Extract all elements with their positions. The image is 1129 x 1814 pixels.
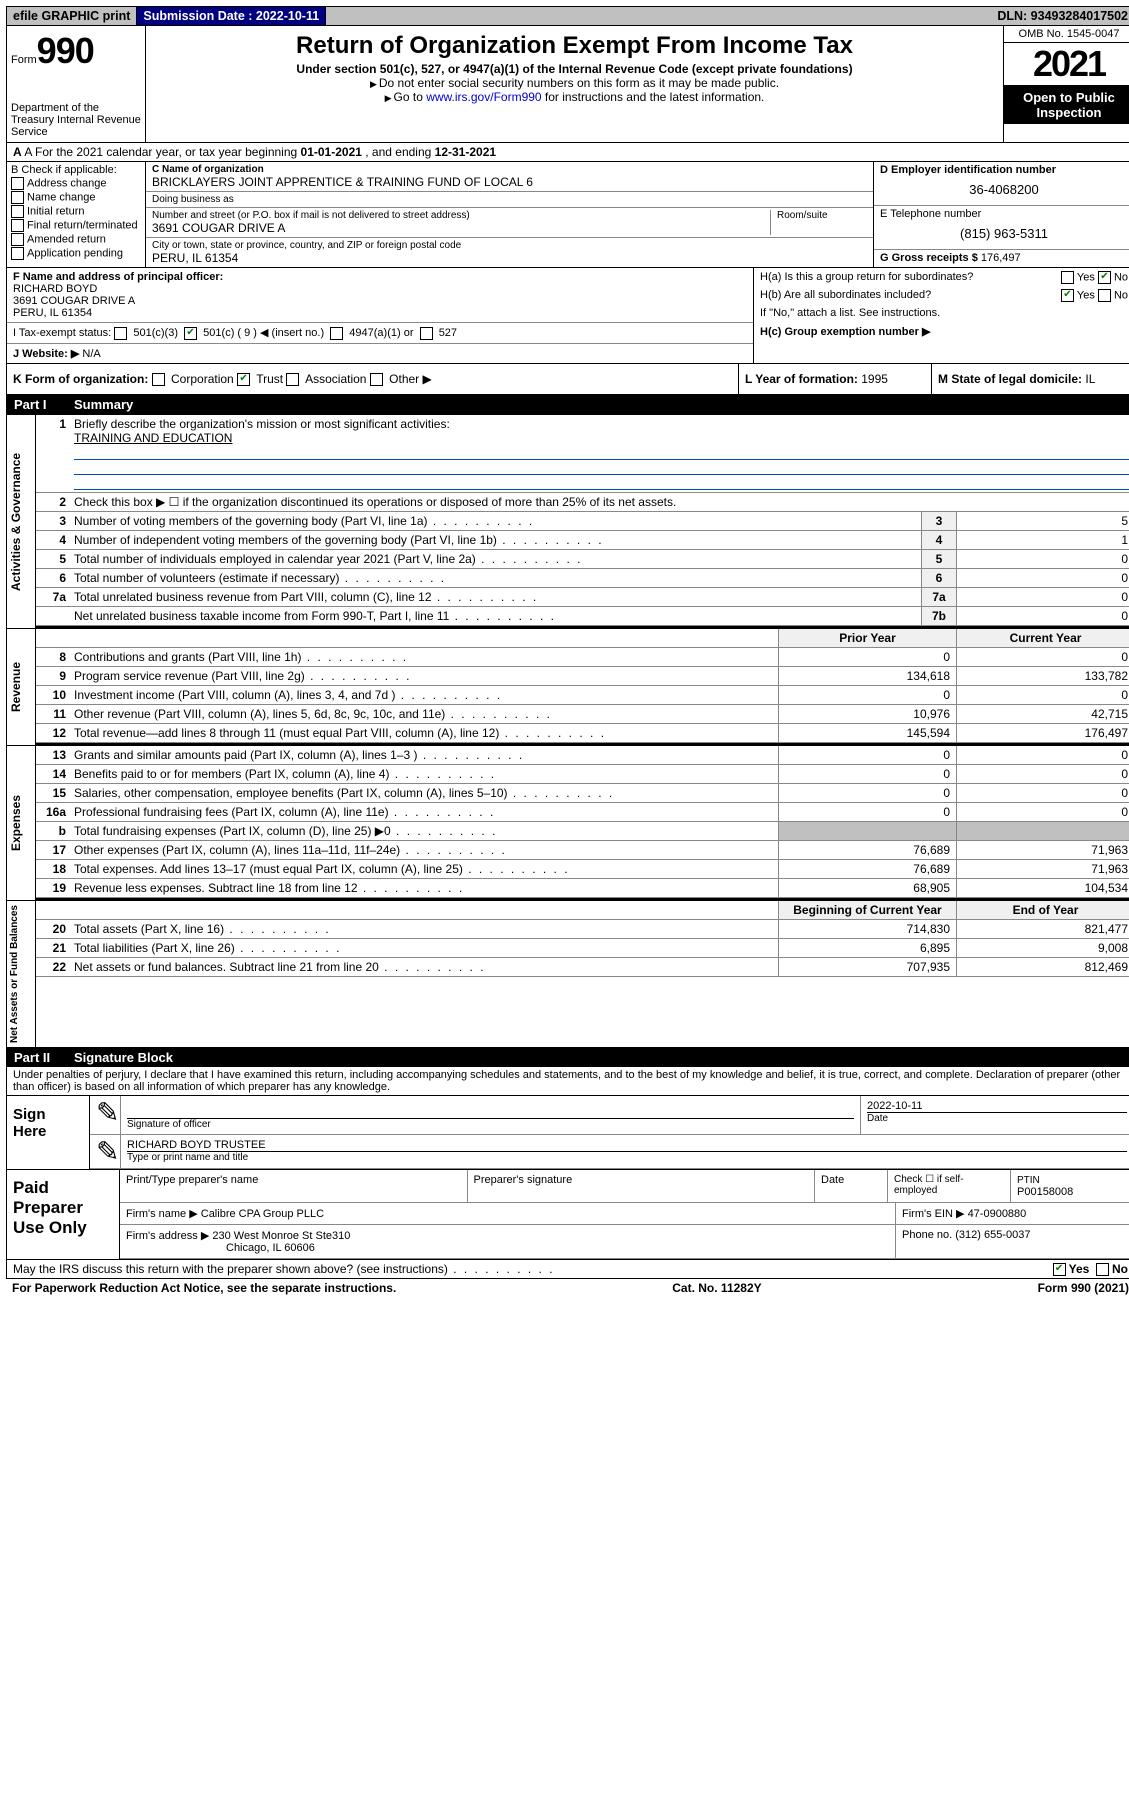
- gross-receipts: 176,497: [981, 252, 1021, 264]
- table-row: 17 Other expenses (Part IX, column (A), …: [36, 841, 1129, 860]
- table-row: 16a Professional fundraising fees (Part …: [36, 803, 1129, 822]
- 501c-checkbox[interactable]: [184, 327, 197, 340]
- name-change-checkbox[interactable]: [11, 191, 24, 204]
- table-row: 22 Net assets or fund balances. Subtract…: [36, 958, 1129, 977]
- application-pending-checkbox[interactable]: [11, 247, 24, 260]
- vert-expenses: Expenses: [7, 746, 36, 900]
- ein: 36-4068200: [880, 176, 1128, 203]
- vert-revenue: Revenue: [7, 629, 36, 745]
- amended-return-checkbox[interactable]: [11, 233, 24, 246]
- table-row: 11 Other revenue (Part VIII, column (A),…: [36, 705, 1129, 724]
- table-row: 15 Salaries, other compensation, employe…: [36, 784, 1129, 803]
- col-c-org-info: C Name of organization BRICKLAYERS JOINT…: [146, 162, 874, 267]
- submission-date: Submission Date : 2022-10-11: [137, 7, 326, 25]
- initial-return-checkbox[interactable]: [11, 205, 24, 218]
- final-return-checkbox[interactable]: [11, 219, 24, 232]
- table-row: 8 Contributions and grants (Part VIII, l…: [36, 648, 1129, 667]
- form-header: Form990 Department of the Treasury Inter…: [6, 26, 1129, 143]
- row-klm: K Form of organization: Corporation Trus…: [6, 364, 1129, 395]
- mission-text: TRAINING AND EDUCATION: [74, 431, 232, 445]
- form-title: Return of Organization Exempt From Incom…: [154, 32, 995, 60]
- table-row: 18 Total expenses. Add lines 13–17 (must…: [36, 860, 1129, 879]
- 501c3-checkbox[interactable]: [114, 327, 127, 340]
- officer-name: RICHARD BOYD TRUSTEE: [127, 1139, 1127, 1151]
- table-row: 9 Program service revenue (Part VIII, li…: [36, 667, 1129, 686]
- table-row: 3 Number of voting members of the govern…: [36, 512, 1129, 531]
- firm-name: Calibre CPA Group PLLC: [201, 1208, 324, 1220]
- sign-here-block: Sign Here ✎ Signature of officer 2022-10…: [6, 1096, 1129, 1170]
- top-bar: efile GRAPHIC print Submission Date : 20…: [6, 6, 1129, 26]
- col-d-ein: D Employer identification number 36-4068…: [874, 162, 1129, 267]
- org-street: 3691 COUGAR DRIVE A: [152, 221, 770, 235]
- col-b-checkboxes: B Check if applicable: Address change Na…: [7, 162, 146, 267]
- efile-print-button[interactable]: efile GRAPHIC print: [7, 7, 137, 25]
- section-h: H(a) Is this a group return for subordin…: [754, 268, 1129, 363]
- address-change-checkbox[interactable]: [11, 177, 24, 190]
- section-bcd: B Check if applicable: Address change Na…: [6, 162, 1129, 268]
- paid-preparer-block: Paid Preparer Use Only Print/Type prepar…: [6, 1170, 1129, 1260]
- vert-netassets: Net Assets or Fund Balances: [7, 901, 36, 1047]
- table-row: 7a Total unrelated business revenue from…: [36, 588, 1129, 607]
- org-city: PERU, IL 61354: [152, 251, 867, 265]
- tax-year-row: A A For the 2021 calendar year, or tax y…: [6, 143, 1129, 162]
- table-row: 12 Total revenue—add lines 8 through 11 …: [36, 724, 1129, 743]
- summary-table: Activities & Governance 1 Briefly descri…: [6, 414, 1129, 629]
- table-row: 21 Total liabilities (Part X, line 26) 6…: [36, 939, 1129, 958]
- principal-officer: F Name and address of principal officer:…: [7, 268, 753, 323]
- table-row: 13 Grants and similar amounts paid (Part…: [36, 746, 1129, 765]
- footer: For Paperwork Reduction Act Notice, see …: [6, 1279, 1129, 1297]
- table-row: 19 Revenue less expenses. Subtract line …: [36, 879, 1129, 898]
- part-ii-header: Part II Signature Block: [6, 1048, 1129, 1067]
- table-row: Net unrelated business taxable income fr…: [36, 607, 1129, 626]
- dln: DLN: 93493284017502: [991, 7, 1129, 25]
- table-row: 6 Total number of volunteers (estimate i…: [36, 569, 1129, 588]
- section-f-to-j: F Name and address of principal officer:…: [6, 268, 1129, 364]
- table-row: 4 Number of independent voting members o…: [36, 531, 1129, 550]
- form-year-block: OMB No. 1545-0047 2021 Open to Public In…: [1004, 26, 1129, 142]
- 4947a1-checkbox[interactable]: [330, 327, 343, 340]
- org-name: BRICKLAYERS JOINT APPRENTICE & TRAINING …: [152, 175, 867, 189]
- table-row: 14 Benefits paid to or for members (Part…: [36, 765, 1129, 784]
- perjury-statement: Under penalties of perjury, I declare th…: [6, 1067, 1129, 1096]
- 527-checkbox[interactable]: [420, 327, 433, 340]
- website-row: J Website: ▶ N/A: [7, 344, 753, 363]
- form-title-block: Return of Organization Exempt From Incom…: [146, 26, 1004, 142]
- table-row: 20 Total assets (Part X, line 16) 714,83…: [36, 920, 1129, 939]
- part-i-header: Part I Summary: [6, 395, 1129, 414]
- irs-discuss-row: May the IRS discuss this return with the…: [6, 1260, 1129, 1279]
- table-row: b Total fundraising expenses (Part IX, c…: [36, 822, 1129, 841]
- table-row: 5 Total number of individuals employed i…: [36, 550, 1129, 569]
- table-row: 10 Investment income (Part VIII, column …: [36, 686, 1129, 705]
- telephone: (815) 963-5311: [880, 220, 1128, 247]
- vert-governance: Activities & Governance: [7, 415, 36, 628]
- form-id-block: Form990 Department of the Treasury Inter…: [7, 26, 146, 142]
- tax-exempt-status: I Tax-exempt status: 501(c)(3) 501(c) ( …: [7, 323, 753, 344]
- instructions-link[interactable]: www.irs.gov/Form990: [426, 90, 541, 104]
